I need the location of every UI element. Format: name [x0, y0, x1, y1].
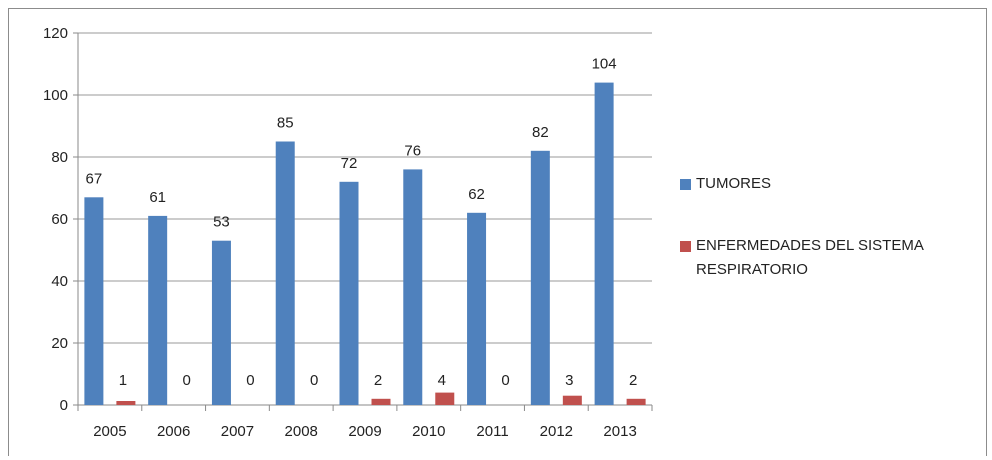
y-tick-label: 40 [51, 273, 68, 290]
data-label: 76 [404, 142, 421, 159]
y-tick-label: 0 [60, 397, 68, 414]
bar-tumores [148, 215, 168, 405]
legend: TUMORES ENFERMEDADES DEL SISTEMA RESPIRA… [680, 172, 980, 282]
legend-item-respiratorio: ENFERMEDADES DEL SISTEMA RESPIRATORIO [680, 234, 980, 282]
gridlines [78, 32, 652, 344]
data-label: 67 [86, 170, 103, 187]
data-label: 72 [341, 155, 358, 172]
data-label: 0 [310, 372, 318, 389]
bar-respiratorio [371, 398, 391, 405]
bar-tumores [403, 169, 423, 405]
chart-frame [8, 8, 987, 456]
data-label: 3 [565, 372, 573, 389]
bar-tumores [211, 240, 231, 405]
bar-tumores [530, 150, 550, 405]
x-tick-label: 2006 [157, 423, 190, 440]
bar-respiratorio [116, 401, 136, 405]
bar-tumores [275, 141, 295, 405]
data-label: 2 [374, 372, 382, 389]
legend-label-respiratorio: ENFERMEDADES DEL SISTEMA RESPIRATORIO [696, 237, 923, 278]
legend-swatch-respiratorio [680, 241, 691, 252]
x-tick-label: 2005 [93, 423, 126, 440]
data-label: 104 [592, 56, 617, 73]
bar-respiratorio [562, 395, 582, 405]
x-tick-label: 2009 [348, 423, 381, 440]
x-tick-label: 2007 [221, 423, 254, 440]
x-tick-label: 2010 [412, 423, 445, 440]
data-label: 1 [119, 372, 127, 389]
data-labels: 67 61 53 85 72 76 62 82 104 1 0 0 0 2 4 0 3 2 [86, 56, 638, 389]
data-label: 61 [149, 189, 166, 206]
data-label: 2 [629, 372, 637, 389]
y-tick-label: 100 [43, 87, 68, 104]
data-label: 0 [182, 372, 190, 389]
x-axis: 2005 2006 2007 2008 2009 2010 2011 2012 2013 [77, 404, 653, 440]
data-label: 4 [438, 372, 446, 389]
data-label: 53 [213, 214, 230, 231]
data-label: 0 [501, 372, 509, 389]
bar-respiratorio [435, 392, 455, 405]
data-label: 82 [532, 124, 549, 141]
data-label: 62 [468, 186, 485, 203]
bar-tumores [594, 82, 614, 405]
x-tick-label: 2011 [476, 423, 508, 440]
legend-item-tumores: TUMORES [680, 172, 980, 196]
y-tick-label: 80 [51, 149, 68, 166]
bar-tumores [339, 181, 359, 405]
x-tick-label: 2012 [540, 423, 573, 440]
bar-tumores [84, 197, 104, 405]
bar-tumores [467, 212, 487, 405]
y-tick-label: 120 [43, 25, 68, 42]
legend-label-tumores: TUMORES [696, 175, 771, 192]
x-tick-label: 2013 [603, 423, 636, 440]
data-label: 0 [246, 372, 254, 389]
data-label: 85 [277, 115, 294, 132]
y-axis: 0 20 40 60 80 100 120 [43, 25, 79, 414]
x-tick-label: 2008 [285, 423, 318, 440]
y-tick-label: 20 [51, 335, 68, 352]
y-tick-label: 60 [51, 211, 68, 228]
bar-respiratorio [626, 398, 646, 405]
legend-swatch-tumores [680, 179, 691, 190]
bars [84, 82, 646, 405]
